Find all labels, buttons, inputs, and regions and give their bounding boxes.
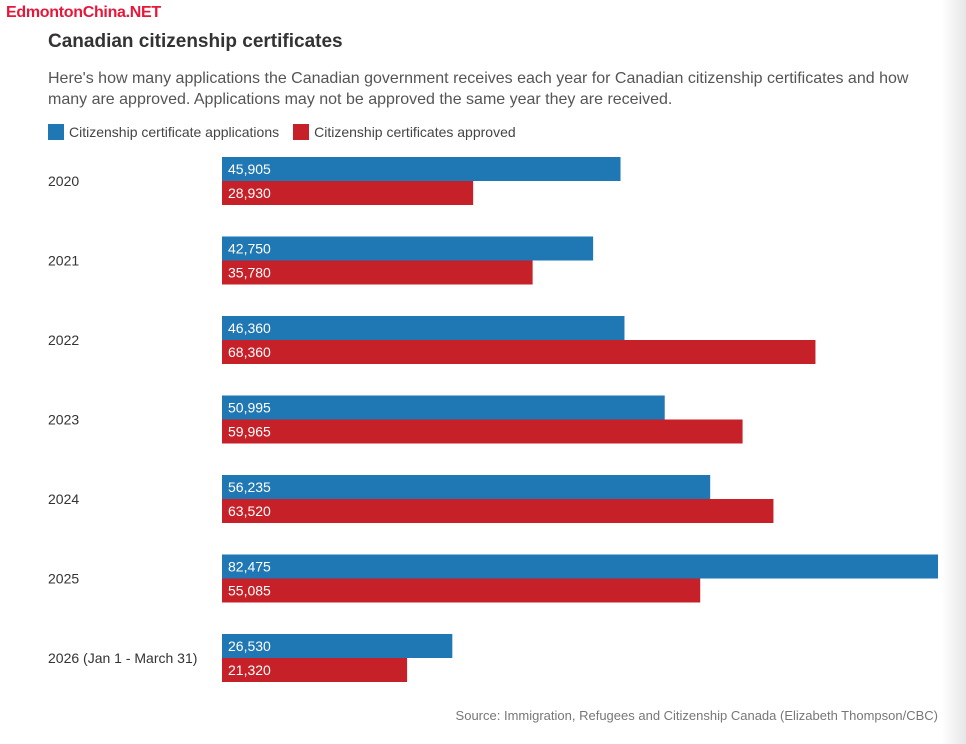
data-label-applications: 26,530 bbox=[228, 638, 271, 654]
data-label-approved: 21,320 bbox=[228, 662, 271, 678]
bar-group-6: 2026 (Jan 1 - March 31) 26,530 21,320 bbox=[48, 634, 453, 682]
bar-applications bbox=[222, 395, 665, 420]
category-label: 2024 bbox=[48, 491, 79, 507]
chart-title: Canadian citizenship certificates bbox=[48, 31, 343, 52]
bar-group-5: 2025 82,475 55,085 bbox=[48, 554, 938, 603]
bar-approved bbox=[222, 181, 474, 205]
legend-item-approved: Citizenship certificates approved bbox=[293, 124, 516, 140]
category-label: 2022 bbox=[48, 332, 79, 348]
data-label-applications: 42,750 bbox=[228, 241, 271, 257]
legend-item-applications: Citizenship certificate applications bbox=[48, 124, 279, 140]
legend-swatch-applications bbox=[48, 124, 64, 140]
bar-group-2: 2022 46,360 68,360 bbox=[48, 316, 816, 364]
data-label-approved: 63,520 bbox=[228, 503, 271, 519]
bar-group-4: 2024 56,235 63,520 bbox=[48, 475, 774, 523]
source-note: Source: Immigration, Refugees and Citize… bbox=[455, 708, 938, 723]
watermark-logo: EdmontonChina.NET bbox=[6, 4, 161, 21]
data-label-approved: 35,780 bbox=[228, 265, 271, 281]
bar-applications bbox=[222, 316, 625, 340]
bar-approved bbox=[222, 499, 774, 523]
data-label-approved: 68,360 bbox=[228, 344, 271, 360]
legend-swatch-approved bbox=[293, 124, 310, 140]
category-label: 2023 bbox=[48, 412, 79, 428]
data-label-applications: 82,475 bbox=[228, 559, 271, 575]
category-label: 2025 bbox=[48, 571, 79, 587]
category-label: 2026 (Jan 1 - March 31) bbox=[48, 650, 197, 666]
bar-applications bbox=[222, 634, 453, 658]
right-edge-shadow bbox=[942, 0, 966, 744]
data-label-applications: 50,995 bbox=[228, 400, 271, 416]
data-label-approved: 55,085 bbox=[228, 583, 271, 599]
data-label-applications: 45,905 bbox=[228, 161, 271, 177]
bar-approved bbox=[222, 340, 816, 364]
category-label: 2021 bbox=[48, 253, 79, 269]
bar-applications bbox=[222, 157, 621, 181]
data-label-approved: 59,965 bbox=[228, 424, 271, 440]
bar-applications bbox=[222, 554, 938, 579]
bar-group-0: 2020 45,905 28,930 bbox=[48, 157, 621, 205]
bar-group-1: 2021 42,750 35,780 bbox=[48, 236, 594, 285]
legend-label-applications: Citizenship certificate applications bbox=[69, 124, 280, 140]
bar-group-3: 2023 50,995 59,965 bbox=[48, 395, 743, 444]
bar-approved bbox=[222, 260, 533, 285]
bar-approved bbox=[222, 419, 743, 444]
data-label-applications: 56,235 bbox=[228, 479, 271, 495]
bar-approved bbox=[222, 658, 408, 682]
data-label-approved: 28,930 bbox=[228, 185, 271, 201]
bar-applications bbox=[222, 236, 594, 261]
chart-subtitle: Here's how many applications the Canadia… bbox=[48, 70, 909, 108]
legend-label-approved: Citizenship certificates approved bbox=[314, 124, 516, 140]
bar-approved bbox=[222, 578, 701, 603]
data-label-applications: 46,360 bbox=[228, 320, 271, 336]
category-label: 2020 bbox=[48, 173, 79, 189]
bar-applications bbox=[222, 475, 711, 499]
legend: Citizenship certificate applications Cit… bbox=[48, 123, 530, 141]
